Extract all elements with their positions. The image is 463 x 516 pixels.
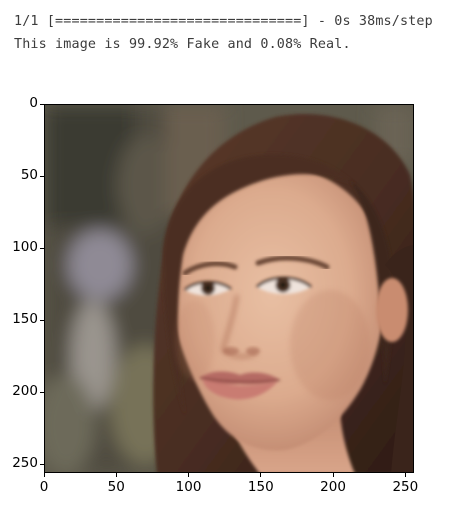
x-tick-label: 100 [175,479,202,495]
x-tick-label: 200 [320,479,346,495]
y-tick-label: 100 [12,239,38,256]
y-tick-label: 150 [12,311,38,328]
y-tick-label: 250 [12,455,38,472]
x-tick-mark [188,473,190,477]
y-tick-label: 50 [20,167,38,184]
y-tick-mark [40,247,44,249]
x-tick-mark [260,473,262,477]
x-tick-mark [115,473,117,477]
y-tick-label: 0 [29,95,38,111]
x-tick-mark [43,473,45,477]
prediction-result-line: This image is 99.92% Fake and 0.08% Real… [14,37,351,52]
x-tick-mark [404,473,406,477]
x-tick-label: 250 [392,479,419,495]
progress-output-line: 1/1 [==============================] - 0… [14,14,433,29]
y-tick-mark [40,463,44,465]
image-plot-area [44,104,414,473]
y-tick-mark [40,391,44,393]
y-tick-label: 200 [12,383,38,400]
x-tick-label: 0 [39,479,49,495]
y-tick-mark [40,103,44,105]
y-axis [0,0,44,516]
y-tick-mark [40,175,44,177]
x-tick-mark [332,473,334,477]
x-tick-label: 50 [107,479,125,495]
x-tick-label: 150 [247,479,274,495]
face-image [45,105,413,472]
y-tick-mark [40,319,44,321]
